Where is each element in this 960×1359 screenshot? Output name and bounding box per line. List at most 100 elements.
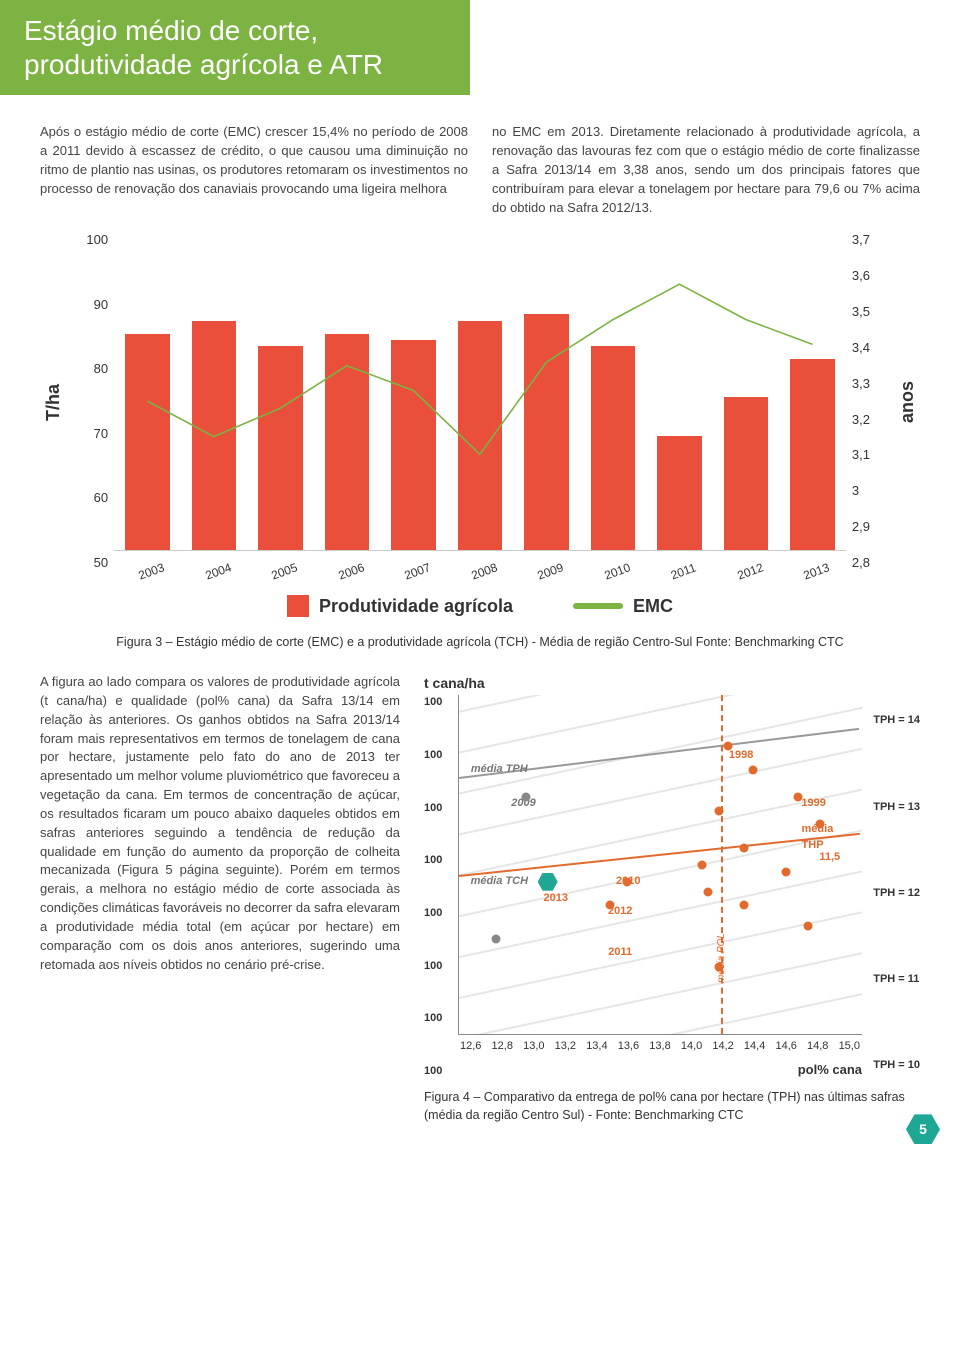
bar bbox=[258, 346, 302, 550]
scatter-x-tick: 14,8 bbox=[807, 1039, 828, 1055]
intro-para-left: Após o estágio médio de corte (EMC) cres… bbox=[40, 123, 468, 217]
ann-1998: 1998 bbox=[729, 748, 753, 764]
scatter-dot bbox=[740, 843, 749, 852]
page-title: Estágio médio de corte, produtividade ag… bbox=[0, 0, 470, 95]
scatter-y-tick: 100 bbox=[424, 801, 442, 817]
x-tick: 2008 bbox=[457, 555, 512, 589]
scatter-dot bbox=[715, 806, 724, 815]
bar-slot bbox=[587, 231, 639, 550]
y-left-tick: 80 bbox=[94, 360, 108, 379]
y-right-axis: 3,73,63,53,43,33,23,132,92,8 bbox=[846, 231, 890, 572]
bar bbox=[325, 334, 369, 551]
scatter-x-tick: 14,4 bbox=[744, 1039, 765, 1055]
scatter-x-tick: 14,2 bbox=[712, 1039, 733, 1055]
bar-slot bbox=[520, 231, 572, 550]
scatter-x-ticks: 12,612,813,013,213,413,613,814,014,214,4… bbox=[458, 1039, 862, 1055]
ann-media-tch: média TCH bbox=[471, 874, 528, 890]
main-chart: T/ha 1009080706050 200320042005200620072… bbox=[40, 231, 920, 572]
scatter-y-tick: 100 bbox=[424, 906, 442, 922]
bar bbox=[724, 397, 768, 550]
scatter-x-label: pol% cana bbox=[458, 1061, 862, 1080]
scatter-x-tick: 13,0 bbox=[523, 1039, 544, 1055]
bar-slot bbox=[387, 231, 439, 550]
scatter-y-tick: 100 bbox=[424, 959, 442, 975]
scatter-x-tick: 14,6 bbox=[775, 1039, 796, 1055]
bar-slot bbox=[454, 231, 506, 550]
scatter-dot bbox=[723, 742, 732, 751]
x-tick: 2009 bbox=[524, 555, 579, 589]
scatter-x-tick: 13,4 bbox=[586, 1039, 607, 1055]
line-swatch-icon bbox=[573, 603, 623, 609]
scatter-x-tick: 13,2 bbox=[555, 1039, 576, 1055]
scatter-plot-area: média TPH média TCH média THP 11,5 média… bbox=[458, 695, 862, 1035]
y-right-tick: 3,6 bbox=[852, 267, 870, 286]
x-tick: 2003 bbox=[125, 555, 180, 589]
scatter-x-tick: 12,6 bbox=[460, 1039, 481, 1055]
bar-slot bbox=[720, 231, 772, 550]
scatter-dot bbox=[491, 935, 500, 944]
scatter-dot bbox=[715, 962, 724, 971]
bar-slot bbox=[786, 231, 838, 550]
x-tick: 2004 bbox=[191, 555, 246, 589]
y-right-tick: 3,1 bbox=[852, 446, 870, 465]
scatter-dot bbox=[606, 901, 615, 910]
bar bbox=[458, 321, 502, 551]
y-right-tick: 2,9 bbox=[852, 518, 870, 537]
y-right-tick: 3,2 bbox=[852, 411, 870, 430]
tph-label: TPH = 13 bbox=[873, 800, 920, 816]
ann-2011: 2011 bbox=[608, 945, 632, 961]
tph-label: TPH = 14 bbox=[873, 713, 920, 729]
bar bbox=[391, 340, 435, 551]
ann-media-tph: média TPH bbox=[471, 762, 528, 778]
tph-label: TPH = 11 bbox=[873, 972, 920, 988]
x-tick: 2011 bbox=[657, 555, 712, 589]
bar bbox=[657, 436, 701, 551]
chart-legend: Produtividade agrícola EMC bbox=[40, 593, 920, 619]
bar-swatch-icon bbox=[287, 595, 309, 617]
trend-line-orange bbox=[459, 833, 860, 877]
y-right-tick: 3,3 bbox=[852, 375, 870, 394]
scatter-dot bbox=[816, 820, 825, 829]
bar-slot bbox=[188, 231, 240, 550]
x-tick: 2013 bbox=[790, 555, 845, 589]
ann-2013: 2013 bbox=[543, 891, 567, 907]
y-right-tick: 3,4 bbox=[852, 339, 870, 358]
x-tick: 2005 bbox=[258, 555, 313, 589]
y-left-label: T/ha bbox=[40, 384, 66, 421]
intro-para-right: no EMC em 2013. Diretamente relacionado … bbox=[492, 123, 920, 217]
scatter-dot bbox=[748, 765, 757, 774]
scatter-dot bbox=[698, 860, 707, 869]
scatter-y-tick: 100 bbox=[424, 1064, 442, 1080]
y-right-tick: 3 bbox=[852, 482, 859, 501]
tph-label: TPH = 12 bbox=[873, 886, 920, 902]
tph-label: TPH = 10 bbox=[873, 1058, 920, 1074]
scatter-dot bbox=[782, 867, 791, 876]
bar-slot bbox=[121, 231, 173, 550]
scatter-dot bbox=[794, 793, 803, 802]
legend-line-label: EMC bbox=[633, 593, 673, 619]
y-right-tick: 3,7 bbox=[852, 231, 870, 250]
legend-bars: Produtividade agrícola bbox=[287, 593, 513, 619]
bar bbox=[790, 359, 834, 550]
scatter-y-tick: 100 bbox=[424, 853, 442, 869]
y-left-tick: 100 bbox=[86, 231, 108, 250]
tph-labels: TPH = 14 TPH = 13 TPH = 12 TPH = 11 TPH = 10 bbox=[873, 695, 920, 1080]
scatter-x-tick: 15,0 bbox=[839, 1039, 860, 1055]
y-left-tick: 60 bbox=[94, 489, 108, 508]
y-left-axis: 1009080706050 bbox=[70, 231, 114, 572]
plot-area bbox=[114, 231, 846, 551]
scatter-y-tick: 100 bbox=[424, 1011, 442, 1027]
bar bbox=[524, 314, 568, 550]
bar-slot bbox=[254, 231, 306, 550]
ann-thp-val: 11,5 bbox=[819, 850, 840, 866]
figure4-caption: Figura 4 – Comparativo da entrega de pol… bbox=[424, 1088, 920, 1124]
scatter-dot bbox=[740, 901, 749, 910]
scatter-y-tick: 100 bbox=[424, 748, 442, 764]
legend-line: EMC bbox=[573, 593, 673, 619]
scatter-x-tick: 14,0 bbox=[681, 1039, 702, 1055]
y-right-tick: 2,8 bbox=[852, 554, 870, 573]
y-right-label: anos bbox=[894, 381, 920, 423]
x-tick: 2010 bbox=[590, 555, 645, 589]
scatter-dot bbox=[703, 887, 712, 896]
figure3-caption: Figura 3 – Estágio médio de corte (EMC) … bbox=[40, 633, 920, 651]
